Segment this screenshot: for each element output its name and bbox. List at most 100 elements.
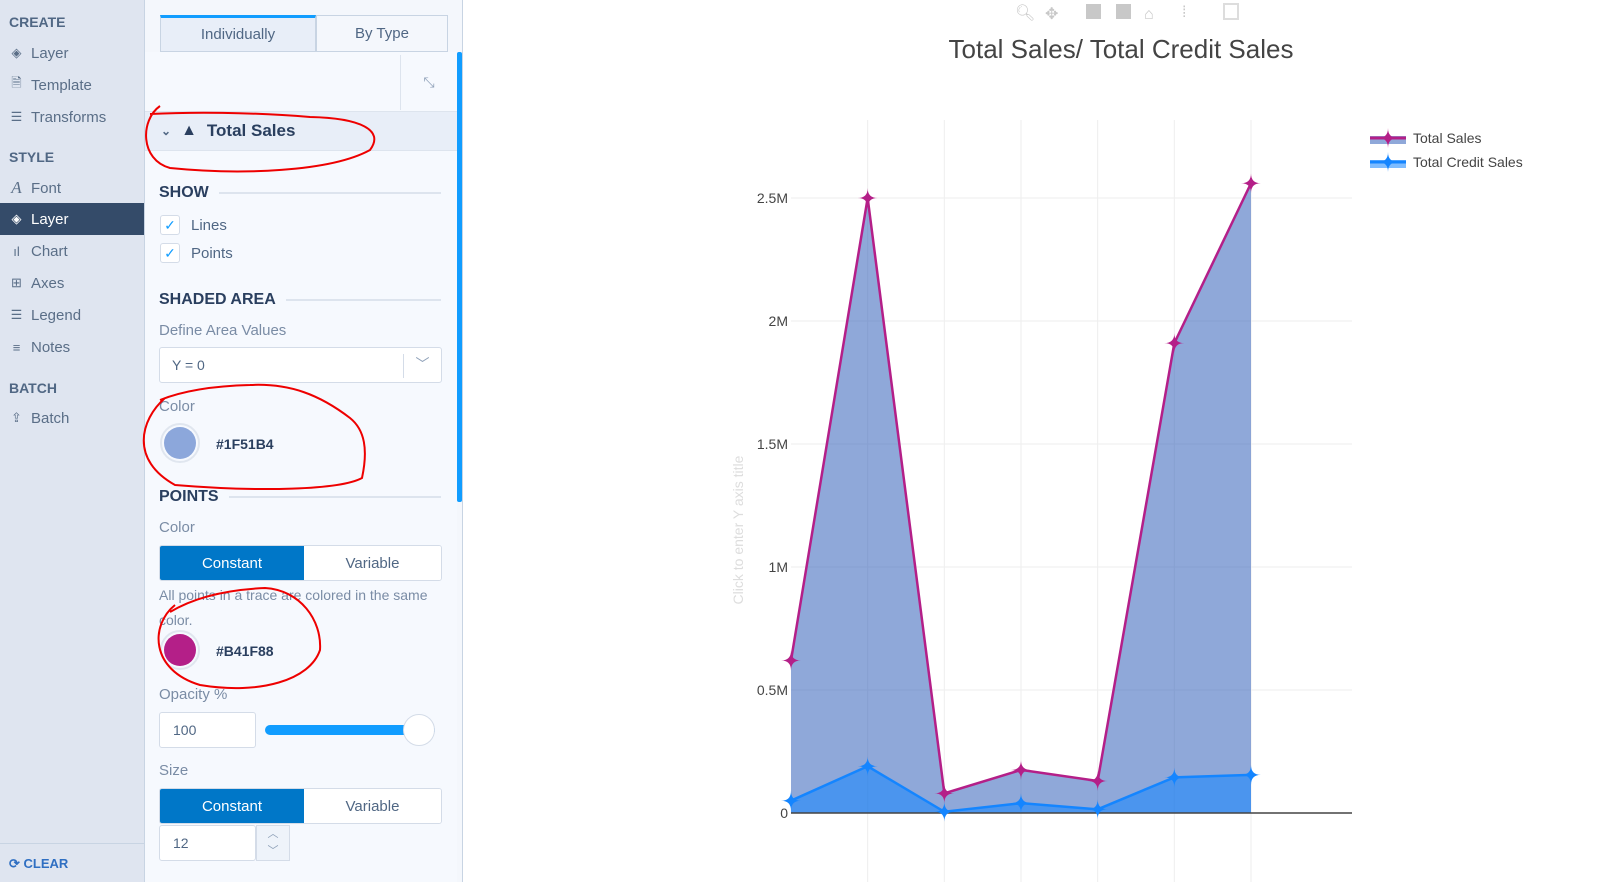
- points-color-hex[interactable]: #B41F88: [216, 643, 274, 659]
- clear-button[interactable]: ⟳ CLEAR: [9, 856, 69, 871]
- variable-button[interactable]: Variable: [304, 789, 441, 823]
- spike-icon[interactable]: ⁞: [1182, 4, 1186, 21]
- font-icon: A: [11, 178, 22, 197]
- y-tick-label: 0: [780, 805, 788, 821]
- chart: 🔍︎ ✥ ⌂ ⁞ Total Sales/ Total Credit Sales…: [730, 3, 1523, 882]
- area-color-label: Color: [159, 398, 195, 415]
- zoom-out-icon[interactable]: [1116, 4, 1131, 19]
- data-point[interactable]: [781, 790, 801, 811]
- opacity-label: Opacity %: [159, 686, 228, 703]
- points-checkbox[interactable]: ✓: [160, 243, 180, 263]
- area-fill-total-credit-sales: [791, 766, 1251, 813]
- area-color-swatch[interactable]: [160, 423, 200, 463]
- y-tick-label: 2.5M: [757, 190, 788, 206]
- list-icon: ☰: [10, 109, 23, 124]
- save-icon[interactable]: [1223, 3, 1239, 20]
- list-icon: ☰: [10, 307, 23, 322]
- points-color-swatch[interactable]: [160, 630, 200, 670]
- data-point[interactable]: [1164, 333, 1185, 354]
- label: Batch: [31, 409, 70, 427]
- modebar: 🔍︎ ✥ ⌂ ⁞: [1015, 3, 1239, 23]
- batch-heading: BATCH: [9, 380, 57, 396]
- legend-marker[interactable]: [1378, 128, 1398, 148]
- data-point[interactable]: [1241, 764, 1261, 785]
- bar-chart-icon: ıl: [13, 243, 20, 259]
- label: Font: [31, 179, 62, 197]
- sidebar-item-legend[interactable]: ☰ Legend: [0, 299, 144, 331]
- area-color-hex[interactable]: #1F51B4: [216, 436, 274, 452]
- label: Layer: [31, 44, 69, 62]
- lines-checkbox[interactable]: ✓: [160, 215, 180, 235]
- data-point[interactable]: [934, 801, 955, 822]
- data-point[interactable]: [934, 783, 955, 804]
- data-point[interactable]: [1241, 173, 1261, 194]
- sidebar-item-style-layer[interactable]: ◈ Layer: [0, 203, 144, 235]
- tab-individually[interactable]: Individually: [160, 15, 316, 52]
- sidebar-item-create-layer[interactable]: ◈ Layer: [0, 37, 144, 69]
- opacity-input[interactable]: 100: [159, 712, 256, 748]
- style-heading: STYLE: [9, 149, 55, 165]
- sidebar-item-axes[interactable]: ⊞ Axes: [0, 267, 144, 299]
- trace-header-total-sales[interactable]: ⌄ ▲ Total Sales: [145, 111, 457, 151]
- label: Axes: [31, 274, 65, 292]
- create-heading: CREATE: [9, 14, 66, 30]
- tab-by-type[interactable]: By Type: [316, 15, 448, 52]
- collapse-all-icon[interactable]: ⤡: [400, 55, 457, 110]
- sidebar-item-batch[interactable]: ⇪ Batch: [0, 402, 144, 434]
- shaded-area-heading: SHADED AREA: [159, 291, 441, 309]
- area-chart-icon: ▲: [181, 122, 197, 139]
- lines-label: Lines: [191, 217, 227, 234]
- size-input[interactable]: 12: [159, 825, 256, 861]
- data-point[interactable]: [1087, 799, 1108, 820]
- layers-icon: ◈: [11, 211, 22, 226]
- data-point[interactable]: [1011, 793, 1031, 814]
- label: Legend: [31, 306, 82, 324]
- y-tick-label: 1.5M: [757, 436, 788, 452]
- layers-icon: ◈: [11, 45, 22, 60]
- points-color-label: Color: [159, 519, 195, 536]
- constant-button[interactable]: Constant: [160, 546, 304, 580]
- opacity-slider-handle[interactable]: [403, 714, 435, 746]
- sidebar-item-font[interactable]: A Font: [0, 172, 144, 204]
- sidebar-item-template[interactable]: 🗎 Template: [0, 69, 144, 101]
- data-point[interactable]: [857, 756, 878, 777]
- legend-label[interactable]: Total Credit Sales: [1413, 154, 1523, 170]
- legend-label[interactable]: Total Sales: [1413, 130, 1481, 146]
- legend-marker[interactable]: [1378, 152, 1398, 172]
- data-point[interactable]: [1011, 759, 1031, 780]
- show-heading: SHOW: [159, 184, 441, 202]
- scrollbar[interactable]: [457, 52, 462, 502]
- size-label: Size: [159, 762, 189, 779]
- constant-button[interactable]: Constant: [160, 789, 304, 823]
- variable-button[interactable]: Variable: [304, 546, 441, 580]
- pan-icon[interactable]: ✥: [1045, 6, 1058, 23]
- points-help-text: All points in a trace are colored in the…: [159, 587, 428, 628]
- data-point[interactable]: [857, 188, 878, 208]
- define-area-dropdown[interactable]: Y = 0 ﹀: [159, 347, 442, 383]
- grid-icon: ⊞: [11, 275, 22, 290]
- label: Template: [31, 76, 92, 94]
- dropdown-value: Y = 0: [172, 357, 205, 373]
- label: Transforms: [31, 108, 107, 126]
- chart-title[interactable]: Total Sales/ Total Credit Sales: [949, 34, 1294, 64]
- area-fill-total-sales: [791, 183, 1251, 814]
- trace-panel: Individually By Type ⤡ ⌄ ▲ Total Sales S…: [145, 0, 463, 882]
- zoom-icon[interactable]: 🔍︎: [1015, 4, 1035, 22]
- sidebar-item-notes[interactable]: ≡ Notes: [0, 331, 144, 363]
- home-icon[interactable]: ⌂: [1144, 6, 1154, 23]
- data-point[interactable]: [1164, 767, 1185, 788]
- file-icon: 🗎: [11, 75, 22, 90]
- sidebar-item-transforms[interactable]: ☰ Transforms: [0, 101, 144, 133]
- data-point[interactable]: [1087, 771, 1108, 792]
- points-heading: POINTS: [159, 488, 441, 506]
- size-mode-toggle: Constant Variable: [159, 788, 442, 824]
- opacity-slider[interactable]: [265, 725, 435, 735]
- data-point[interactable]: [781, 650, 801, 671]
- sidebar: CREATE ◈ Layer 🗎 Template ☰ Transforms STYL…: [0, 0, 145, 882]
- clear-label: CLEAR: [23, 856, 69, 871]
- size-stepper[interactable]: ︿ ﹀: [256, 825, 290, 861]
- y-axis-title-placeholder[interactable]: Click to enter Y axis title: [730, 455, 746, 604]
- points-color-mode-toggle: Constant Variable: [159, 545, 442, 581]
- sidebar-item-chart[interactable]: ıl Chart: [0, 235, 144, 267]
- zoom-in-icon[interactable]: [1086, 4, 1101, 19]
